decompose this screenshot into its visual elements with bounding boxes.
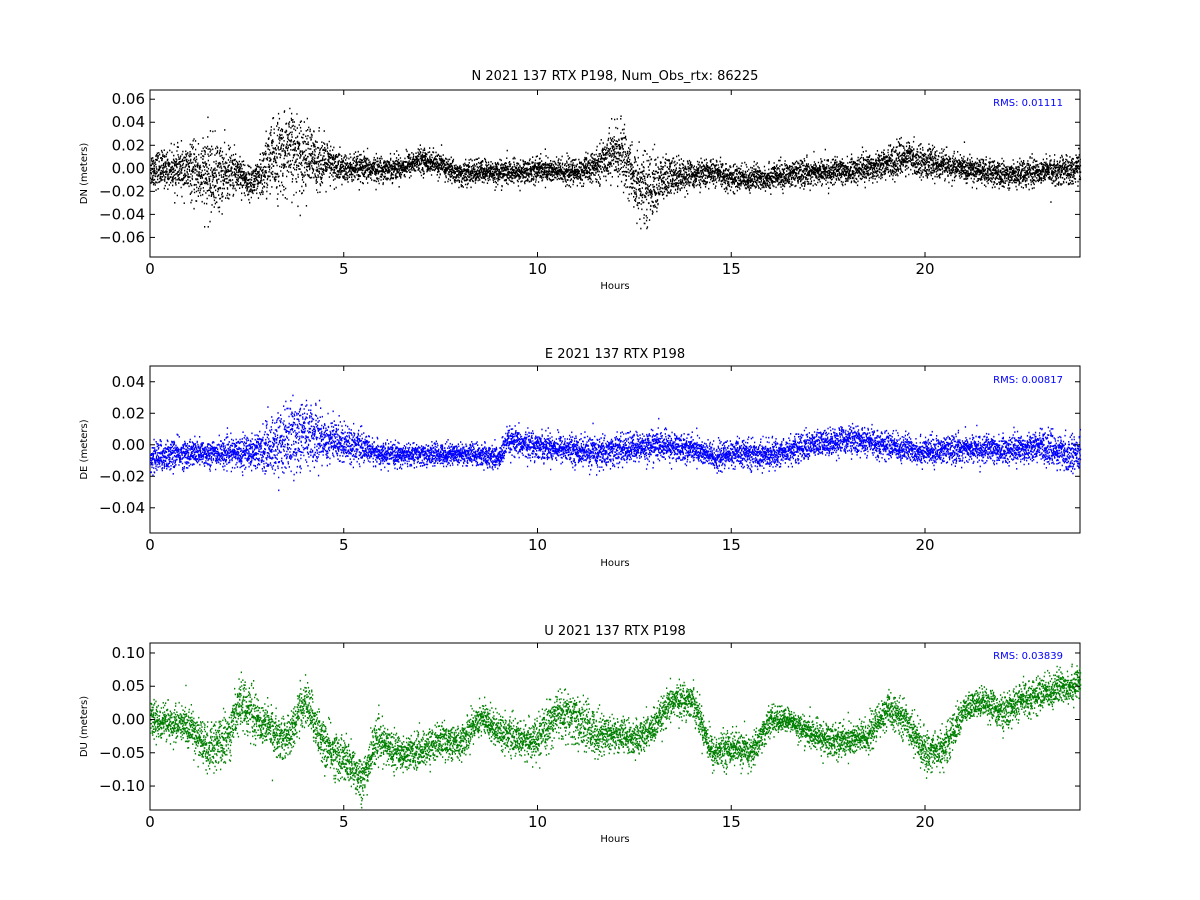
x-tick-label: 10 (528, 813, 547, 831)
y-tick-label: −0.10 (99, 777, 145, 795)
plot-area: 0 5 10 15 20 −0.04 −0.02 0.00 0.02 0.04 (99, 365, 1082, 554)
panel-up: U 2021 137 RTX P198 DU (meters) Hours RM… (79, 624, 1082, 845)
y-tick-label: 0.06 (112, 90, 145, 108)
x-ticks: 0 5 10 15 20 (145, 366, 935, 554)
x-tick-label: 10 (528, 536, 547, 554)
x-tick-label: 5 (339, 536, 349, 554)
y-tick-label: −0.06 (99, 228, 145, 246)
y-tick-label: −0.02 (99, 182, 145, 200)
x-tick-label: 10 (528, 260, 547, 278)
x-tick-label: 0 (145, 813, 155, 831)
y-tick-label: 0.05 (112, 677, 145, 695)
y-ticks: −0.10 −0.05 0.00 0.05 0.10 (99, 644, 1080, 795)
data-points (150, 394, 1082, 492)
y-tick-label: −0.02 (99, 467, 145, 485)
y-tick-label: 0.00 (112, 159, 145, 177)
y-tick-label: 0.00 (112, 711, 145, 729)
y-tick-label: −0.04 (99, 499, 145, 517)
y-axis-label: DN (meters) (79, 143, 90, 205)
data-points (150, 107, 1082, 230)
plot-area: 0 5 10 15 20 −0.10 −0.05 0.00 0.05 0.10 (99, 642, 1082, 831)
x-axis-label: Hours (600, 281, 629, 292)
y-tick-label: −0.05 (99, 744, 145, 762)
y-ticks: −0.06 −0.04 −0.02 0.00 0.02 0.04 0.06 (99, 90, 1080, 246)
axes-frame (149, 642, 1081, 811)
y-axis-label: DE (meters) (79, 419, 90, 479)
rms-annotation: RMS: 0.00817 (993, 375, 1063, 386)
y-tick-label: 0.10 (112, 644, 145, 662)
x-tick-label: 0 (145, 260, 155, 278)
x-tick-label: 5 (339, 813, 349, 831)
x-axis-label: Hours (600, 558, 629, 569)
scatter-points (150, 107, 1082, 230)
x-tick-label: 20 (915, 536, 934, 554)
x-tick-label: 20 (915, 813, 934, 831)
plot-area: 0 5 10 15 20 −0.06 −0.04 −0.02 0.00 0.02 0.04 0.06 (99, 89, 1082, 278)
x-ticks: 0 5 10 15 20 (145, 90, 935, 278)
y-tick-label: −0.04 (99, 205, 145, 223)
y-tick-label: 0.04 (112, 113, 145, 131)
x-axis-label: Hours (600, 834, 629, 845)
chart-title: U 2021 137 RTX P198 (544, 624, 686, 639)
y-tick-label: 0.04 (112, 373, 145, 391)
chart-title: N 2021 137 RTX P198, Num_Obs_rtx: 86225 (472, 69, 759, 84)
axes-frame (149, 89, 1081, 258)
chart-title: E 2021 137 RTX P198 (545, 347, 685, 362)
x-tick-label: 0 (145, 536, 155, 554)
x-tick-label: 5 (339, 260, 349, 278)
y-ticks: −0.04 −0.02 0.00 0.02 0.04 (99, 373, 1080, 517)
panel-north: N 2021 137 RTX P198, Num_Obs_rtx: 86225 … (79, 69, 1082, 292)
y-tick-label: 0.02 (112, 136, 145, 154)
x-ticks: 0 5 10 15 20 (145, 643, 935, 831)
scatter-points (150, 394, 1082, 492)
y-tick-label: 0.02 (112, 404, 145, 422)
y-axis-label: DU (meters) (79, 696, 90, 757)
rms-annotation: RMS: 0.01111 (993, 98, 1063, 109)
x-tick-label: 15 (722, 813, 741, 831)
panel-east: E 2021 137 RTX P198 DE (meters) Hours RM… (79, 347, 1082, 569)
x-tick-label: 20 (915, 260, 934, 278)
rms-annotation: RMS: 0.03839 (993, 651, 1063, 662)
x-tick-label: 15 (722, 260, 741, 278)
y-tick-label: 0.00 (112, 436, 145, 454)
x-tick-label: 15 (722, 536, 741, 554)
